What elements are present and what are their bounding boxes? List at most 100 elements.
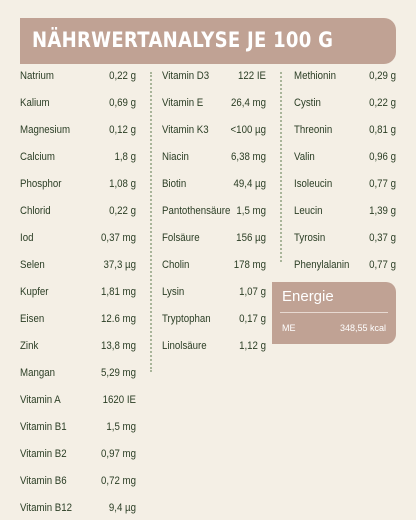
nutrient-value: 37,3 µg [103, 259, 136, 271]
nutrient-name: Mangan [20, 367, 55, 379]
nutrient-value: 1,81 mg [101, 286, 136, 298]
nutrient-row: Cystin 0,22 g [294, 97, 396, 115]
energy-divider [280, 312, 388, 313]
nutrient-value: 9,4 µg [108, 502, 136, 514]
nutrient-value: 1620 IE [102, 394, 136, 406]
nutrient-row: Zink 13,8 mg [20, 340, 136, 358]
nutrient-value: 13,8 mg [101, 340, 136, 352]
nutrient-row: Vitamin E 26,4 mg [162, 97, 266, 115]
nutrient-value: 1,5 mg [236, 205, 266, 217]
nutrient-value: 1,12 g [239, 340, 266, 352]
nutrient-value: 1,5 mg [106, 421, 136, 433]
nutrient-row: Threonin 0,81 g [294, 124, 396, 142]
nutrient-value: 1,08 g [109, 178, 136, 190]
nutrient-name: Tyrosin [294, 232, 326, 244]
nutrient-name: Biotin [162, 178, 187, 190]
nutrient-value: 0,97 mg [101, 448, 136, 460]
nutrient-row: Vitamin B2 0,97 mg [20, 448, 136, 466]
nutrient-value: 0,22 g [369, 97, 396, 109]
nutrient-row: Isoleucin 0,77 g [294, 178, 396, 196]
nutrient-row: Valin 0,96 g [294, 151, 396, 169]
nutrient-name: Lysin [162, 286, 185, 298]
nutrient-row: Niacin 6,38 mg [162, 151, 266, 169]
nutrient-row: Phosphor 1,08 g [20, 178, 136, 196]
nutrient-name: Folsäure [162, 232, 200, 244]
nutrient-row: Pantothensäure 1,5 mg [162, 205, 266, 223]
nutrient-row: Vitamin B6 0,72 mg [20, 475, 136, 493]
nutrient-value: 0,69 g [109, 97, 136, 109]
energy-label: ME [282, 323, 296, 333]
nutrient-row: Kalium 0,69 g [20, 97, 136, 115]
nutrient-value: <100 µg [230, 124, 266, 136]
header-banner: NÄHRWERTANALYSE JE 100 G [20, 18, 396, 64]
nutrient-name: Vitamin K3 [162, 124, 209, 136]
nutrient-name: Phosphor [20, 178, 62, 190]
nutrient-name: Tryptophan [162, 313, 211, 325]
nutrient-name: Vitamin E [162, 97, 204, 109]
nutrient-value: 178 mg [233, 259, 266, 271]
nutrient-value: 0,22 g [109, 205, 136, 217]
nutrient-value: 1,8 g [114, 151, 136, 163]
nutrient-value: 0,29 g [369, 70, 396, 82]
nutrient-value: 49,4 µg [233, 178, 266, 190]
nutrient-value: 0,77 g [369, 178, 396, 190]
nutrient-row: Natrium 0,22 g [20, 70, 136, 88]
nutrient-row: Magnesium 0,12 g [20, 124, 136, 142]
nutrient-name: Vitamin B12 [20, 502, 73, 514]
nutrient-name: Phenylalanin [294, 259, 350, 271]
nutrient-name: Chlorid [20, 205, 51, 217]
nutrient-value: 6,38 mg [231, 151, 266, 163]
nutrient-row: Selen 37,3 µg [20, 259, 136, 277]
nutrient-name: Valin [294, 151, 315, 163]
nutrient-name: Niacin [162, 151, 189, 163]
nutrient-row: Kupfer 1,81 mg [20, 286, 136, 304]
nutrient-value: 0,37 mg [101, 232, 136, 244]
nutrient-row: Leucin 1,39 g [294, 205, 396, 223]
energy-box: Energie ME 348,55 kcal [272, 282, 396, 344]
nutrient-row: Biotin 49,4 µg [162, 178, 266, 196]
nutrient-name: Natrium [20, 70, 54, 82]
nutrient-name: Eisen [20, 313, 45, 325]
nutrient-name: Cholin [162, 259, 190, 271]
nutrient-name: Cystin [294, 97, 321, 109]
nutrient-name: Vitamin A [20, 394, 61, 406]
column-divider [280, 72, 282, 262]
nutrient-row: Lysin 1,07 g [162, 286, 266, 304]
nutrient-row: Iod 0,37 mg [20, 232, 136, 250]
nutrient-name: Pantothensäure [162, 205, 231, 217]
nutrient-row: Vitamin B12 9,4 µg [20, 502, 136, 520]
nutrient-row: Mangan 5,29 mg [20, 367, 136, 385]
nutrient-row: Tryptophan 0,17 g [162, 313, 266, 331]
nutrient-row: Methionin 0,29 g [294, 70, 396, 88]
nutrient-value: 0,12 g [109, 124, 136, 136]
nutrient-name: Kupfer [20, 286, 49, 298]
nutrient-value: 5,29 mg [101, 367, 136, 379]
nutrient-value: 0,22 g [109, 70, 136, 82]
nutrient-value: 0,37 g [369, 232, 396, 244]
nutrient-row: Folsäure 156 µg [162, 232, 266, 250]
nutrient-name: Selen [20, 259, 45, 271]
nutrient-row: Vitamin K3 <100 µg [162, 124, 266, 142]
nutrient-row: Calcium 1,8 g [20, 151, 136, 169]
nutrient-row: Chlorid 0,22 g [20, 205, 136, 223]
nutrient-value: 0,81 g [369, 124, 396, 136]
nutrient-name: Leucin [294, 205, 323, 217]
nutrient-row: Phenylalanin 0,77 g [294, 259, 396, 277]
nutrient-name: Methionin [294, 70, 336, 82]
nutrient-name: Isoleucin [294, 178, 333, 190]
column-divider [150, 72, 152, 372]
nutrient-name: Threonin [294, 124, 333, 136]
nutrient-name: Vitamin B1 [20, 421, 67, 433]
nutrient-name: Vitamin D3 [162, 70, 210, 82]
nutrient-row: Tyrosin 0,37 g [294, 232, 396, 250]
nutrient-row: Vitamin B1 1,5 mg [20, 421, 136, 439]
energy-value: 348,55 kcal [339, 323, 386, 333]
nutrient-row: Linolsäure 1,12 g [162, 340, 266, 358]
nutrient-row: Vitamin A 1620 IE [20, 394, 136, 412]
nutrient-name: Vitamin B6 [20, 475, 67, 487]
nutrient-value: 0,77 g [369, 259, 396, 271]
page-title: NÄHRWERTANALYSE JE 100 G [32, 28, 334, 52]
nutrient-value: 156 µg [236, 232, 266, 244]
nutrient-name: Calcium [20, 151, 55, 163]
nutrient-row: Vitamin D3 122 IE [162, 70, 266, 88]
